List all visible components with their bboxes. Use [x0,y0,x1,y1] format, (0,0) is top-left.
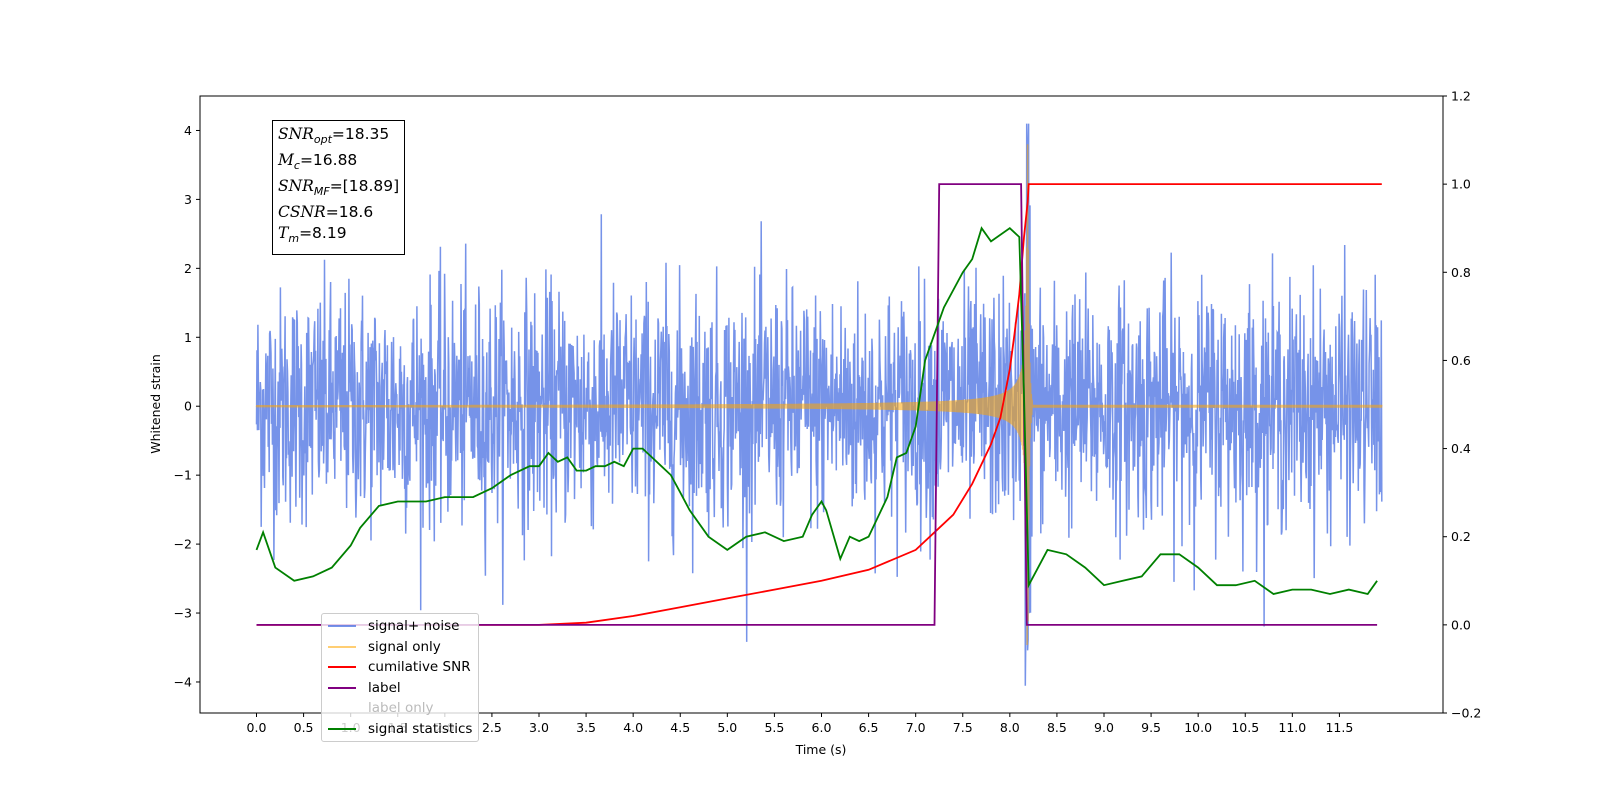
legend-signal-only: signal only [328,637,472,658]
y2-tick-label: 0.0 [1451,617,1471,632]
legend-label-text: signal+ noise [368,618,460,635]
legend-swatch [328,707,356,709]
annotation-csnr: CSNR=18.6 [278,203,374,222]
legend-signal-noise: signal+ noise [328,616,472,637]
x-tick-label: 11.5 [1325,720,1353,735]
x-tick-label: 0.5 [294,720,314,735]
y-tick-label: −1 [174,468,192,483]
legend-swatch [328,666,356,669]
x-tick-label: 11.0 [1278,720,1306,735]
annotation-snr-opt: SNRopt=18.35 [278,125,390,147]
series-signal-noise [255,123,1383,686]
snr-annotation-box: SNRopt=18.35 Mc=16.88 SNRMF=[18.89] CSNR… [272,120,406,256]
x-tick-label: 4.5 [670,720,690,735]
legend-label-text: label [368,679,401,696]
y2-tick-label: 0.6 [1451,353,1471,368]
annotation-snr-mf: SNRMF=[18.89] [278,177,400,199]
y2-tick-label: −0.2 [1451,706,1481,721]
y-tick-label: 0 [184,399,192,414]
x-tick-label: 4.0 [623,720,643,735]
series-signal-statistics [255,226,1378,596]
y2-tick-label: 1.2 [1451,89,1471,104]
x-tick-label: 10.5 [1231,720,1259,735]
x-tick-label: 6.5 [859,720,879,735]
y2-tick-label: 0.4 [1451,441,1471,456]
legend-label-text: cumilative SNR [368,659,471,676]
legend-swatch [328,686,356,689]
x-tick-label: 8.5 [1047,720,1067,735]
y-tick-label: −3 [174,606,192,621]
legend-label-text: label only [368,700,434,717]
legend-signal-statistics: signal statistics [328,719,472,740]
y2-tick-label: 0.2 [1451,529,1471,544]
x-tick-label: 7.0 [906,720,926,735]
x-tick-label: 3.0 [529,720,549,735]
x-tick-label: 10.0 [1184,720,1212,735]
legend-swatch [328,727,356,730]
y-tick-label: 4 [184,123,192,138]
legend: signal+ noise signal only cumilative SNR la… [321,613,480,742]
annotation-tm: Tm=8.19 [278,224,347,246]
x-tick-label: 8.0 [1000,720,1020,735]
legend-swatch [328,645,356,648]
y-tick-label: 3 [184,192,192,207]
y2-tick-label: 1.0 [1451,177,1471,192]
x-tick-label: 3.5 [576,720,596,735]
legend-label-text: signal statistics [368,720,473,737]
x-tick-label: 7.5 [953,720,973,735]
legend-cumulative-snr: cumilative SNR [328,657,472,678]
x-tick-label: 2.5 [482,720,502,735]
series-label [256,183,1378,626]
x-tick-label: 6.0 [812,720,832,735]
x-tick-label: 9.5 [1141,720,1161,735]
y-tick-label: −4 [174,674,192,689]
legend-label-text: signal only [368,638,441,655]
y-tick-label: −2 [174,537,192,552]
x-tick-label: 0.0 [247,720,267,735]
legend-label: label [328,678,472,699]
y-tick-label: 2 [184,261,192,276]
legend-swatch [328,625,356,628]
y-axis-label: Whitened strain [148,354,163,453]
y-tick-label: 1 [184,330,192,345]
legend-label-only: label only [328,698,472,719]
x-tick-label: 5.5 [764,720,784,735]
annotation-mc: Mc=16.88 [278,151,358,173]
x-tick-label: 5.0 [717,720,737,735]
y2-tick-label: 0.8 [1451,265,1471,280]
x-tick-label: 9.0 [1094,720,1114,735]
x-axis-label: Time (s) [795,742,847,757]
series-signal-only [255,144,1383,646]
